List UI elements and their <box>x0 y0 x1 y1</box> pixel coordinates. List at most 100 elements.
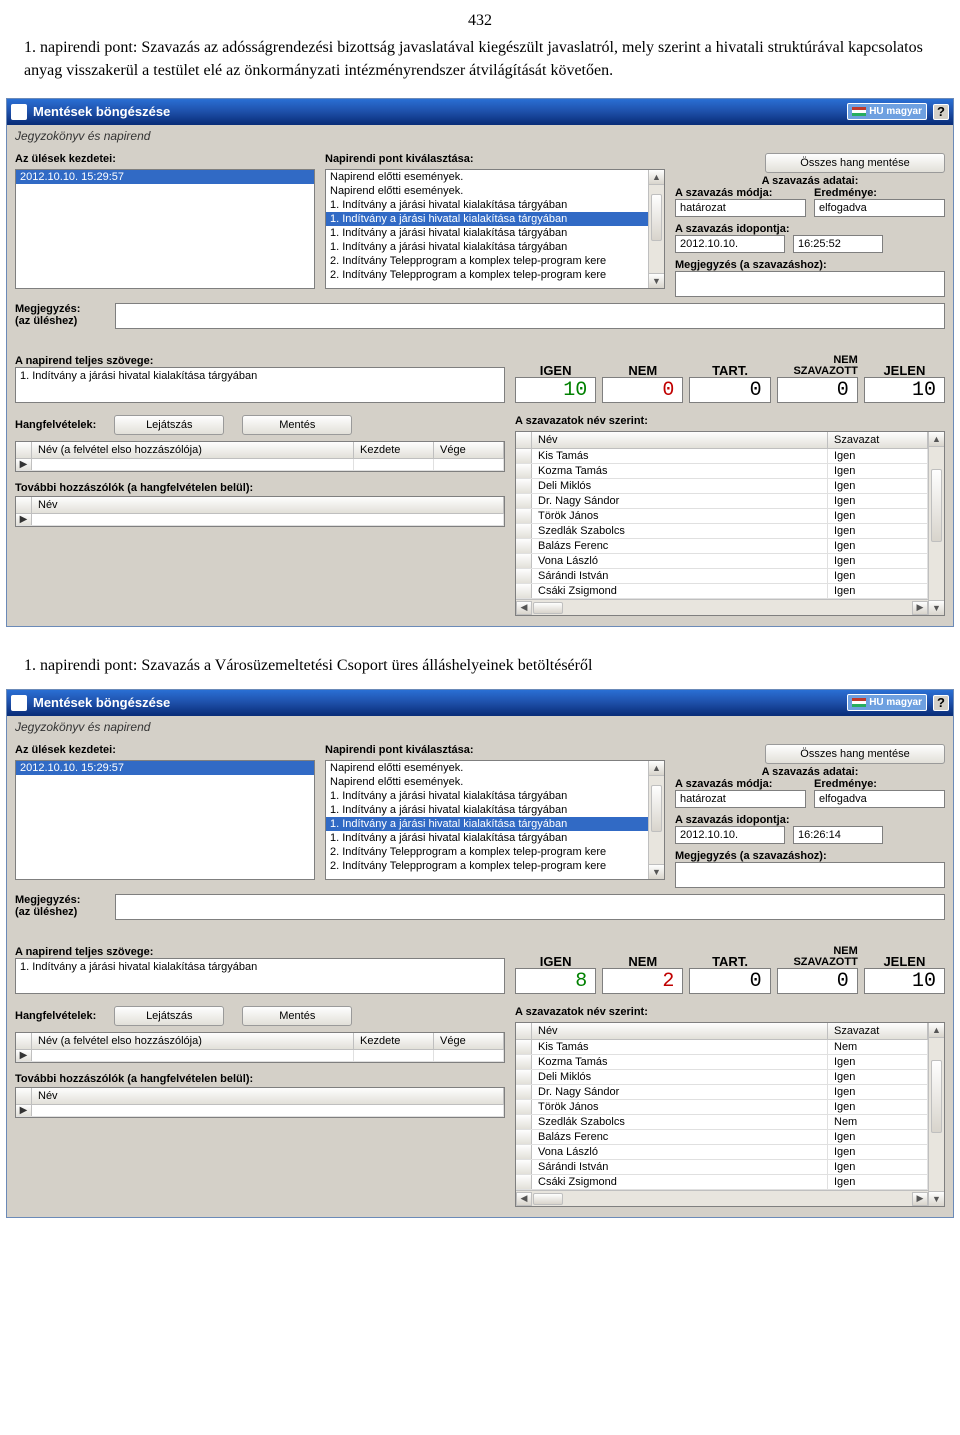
agenda-item[interactable]: 2. Indítvány Telepprogram a komplex tele… <box>326 859 648 873</box>
note-vote-field[interactable] <box>675 862 945 888</box>
full-text-label: A napirend teljes szövege: <box>15 946 505 958</box>
titlebar: Mentések böngészése HU magyar ? <box>7 690 953 716</box>
table-row[interactable]: ▶ <box>16 1105 504 1117</box>
note-vote-field[interactable] <box>675 271 945 297</box>
head-nem: NEM <box>602 347 683 377</box>
table-row[interactable]: Deli MiklósIgen <box>516 1070 928 1085</box>
play-button[interactable]: Lejátszás <box>114 415 224 435</box>
table-row[interactable]: Balázs FerencIgen <box>516 539 928 554</box>
agenda-item[interactable]: 1. Indítvány a járási hivatal kialakítás… <box>326 240 648 254</box>
count-igen: 10 <box>515 377 596 403</box>
votes-hscroll[interactable]: ◀▶ <box>516 1190 928 1206</box>
window-subtitle: Jegyzokönyv és napirend <box>7 716 953 738</box>
table-row[interactable]: Csáki ZsigmondIgen <box>516 1175 928 1190</box>
table-row[interactable]: Kozma TamásIgen <box>516 1055 928 1070</box>
votes-scrollbar[interactable] <box>928 432 944 615</box>
recordings-label: Hangfelvételek: <box>15 1010 96 1022</box>
table-row[interactable]: Török JánosIgen <box>516 1100 928 1115</box>
note-session-field[interactable] <box>115 303 945 329</box>
help-icon[interactable]: ? <box>933 695 949 711</box>
table-row[interactable]: Szedlák SzabolcsIgen <box>516 524 928 539</box>
language-indicator[interactable]: HU magyar <box>847 694 927 711</box>
agenda-item[interactable]: 1. Indítvány a járási hivatal kialakítás… <box>326 212 648 226</box>
count-tart: 0 <box>689 377 770 403</box>
save-all-button[interactable]: Összes hang mentése <box>765 153 945 173</box>
votes-scrollbar[interactable] <box>928 1023 944 1206</box>
recordings-grid[interactable]: Név (a felvétel elso hozzászólója) Kezde… <box>15 441 505 472</box>
save-button[interactable]: Mentés <box>242 1006 352 1026</box>
head-nem: NEM <box>602 938 683 968</box>
table-row[interactable]: Kis TamásNem <box>516 1040 928 1055</box>
table-row[interactable]: Sárándi IstvánIgen <box>516 569 928 584</box>
vote-time-field: 16:26:14 <box>793 826 883 844</box>
page-intro-1: 1. napirendi pont: Szavazás az adósságre… <box>0 36 960 98</box>
table-row[interactable]: Csáki ZsigmondIgen <box>516 584 928 599</box>
votes-grid[interactable]: Név Szavazat Kis TamásNemKozma TamásIgen… <box>515 1022 945 1207</box>
agenda-item[interactable]: Napirend előtti események. <box>326 184 648 198</box>
table-row[interactable]: Kis TamásIgen <box>516 449 928 464</box>
full-text-field[interactable]: 1. Indítvány a járási hivatal kialakítás… <box>15 367 505 403</box>
speakers-col-name: Név <box>32 1088 504 1104</box>
save-all-button[interactable]: Összes hang mentése <box>765 744 945 764</box>
agenda-item[interactable]: 1. Indítvány a járási hivatal kialakítás… <box>326 198 648 212</box>
table-row[interactable]: Vona LászlóIgen <box>516 554 928 569</box>
votes-grid[interactable]: Név Szavazat Kis TamásIgenKozma TamásIge… <box>515 431 945 616</box>
vote-time-label: A szavazás idopontja: <box>675 223 945 235</box>
table-row[interactable]: Sárándi IstvánIgen <box>516 1160 928 1175</box>
app-window-1: Mentések böngészése HU magyar ? Jegyzokö… <box>6 98 954 627</box>
table-row[interactable]: Deli MiklósIgen <box>516 479 928 494</box>
agenda-item[interactable]: 2. Indítvány Telepprogram a komplex tele… <box>326 254 648 268</box>
agenda-item[interactable]: 2. Indítvány Telepprogram a komplex tele… <box>326 845 648 859</box>
agenda-item[interactable]: Napirend előtti események. <box>326 775 648 789</box>
agenda-item[interactable]: 1. Indítvány a járási hivatal kialakítás… <box>326 803 648 817</box>
note-session-field[interactable] <box>115 894 945 920</box>
agenda-item[interactable]: 1. Indítvány a járási hivatal kialakítás… <box>326 831 648 845</box>
play-button[interactable]: Lejátszás <box>114 1006 224 1026</box>
table-row[interactable]: Dr. Nagy SándorIgen <box>516 494 928 509</box>
rec-col-end: Vége <box>434 1033 504 1049</box>
count-nem: 2 <box>602 968 683 994</box>
table-row[interactable]: Vona LászlóIgen <box>516 1145 928 1160</box>
table-row[interactable]: ▶ <box>16 514 504 526</box>
table-row[interactable]: Balázs FerencIgen <box>516 1130 928 1145</box>
count-igen: 8 <box>515 968 596 994</box>
table-row[interactable]: ▶ <box>16 459 504 471</box>
language-label: HU magyar <box>869 697 922 708</box>
table-row[interactable]: Szedlák SzabolcsNem <box>516 1115 928 1130</box>
sessions-listbox[interactable]: 2012.10.10. 15:29:57 <box>15 760 315 880</box>
full-text-field[interactable]: 1. Indítvány a járási hivatal kialakítás… <box>15 958 505 994</box>
agenda-item[interactable]: 1. Indítvány a járási hivatal kialakítás… <box>326 817 648 831</box>
window-title: Mentések böngészése <box>33 695 170 710</box>
count-jelen: 10 <box>864 968 945 994</box>
agenda-item[interactable]: 1. Indítvány a járási hivatal kialakítás… <box>326 789 648 803</box>
agenda-listbox[interactable]: Napirend előtti események.Napirend előtt… <box>325 760 665 880</box>
table-row[interactable]: Dr. Nagy SándorIgen <box>516 1085 928 1100</box>
table-row[interactable]: Kozma TamásIgen <box>516 464 928 479</box>
save-button[interactable]: Mentés <box>242 415 352 435</box>
head-tart: TART. <box>689 347 770 377</box>
flag-icon <box>852 107 866 116</box>
speakers-grid[interactable]: Név ▶ <box>15 496 505 527</box>
vote-time-field: 16:25:52 <box>793 235 883 253</box>
note-vote-label: Megjegyzés (a szavazáshoz): <box>675 850 945 862</box>
agenda-item[interactable]: 1. Indítvány a járási hivatal kialakítás… <box>326 226 648 240</box>
agenda-item[interactable]: 2. Indítvány Telepprogram a komplex tele… <box>326 268 648 282</box>
votes-hscroll[interactable]: ◀▶ <box>516 599 928 615</box>
votes-col-vote: Szavazat <box>828 1023 928 1039</box>
table-row[interactable]: ▶ <box>16 1050 504 1062</box>
more-speakers-label: További hozzászólók (a hangfelvételen be… <box>15 1073 505 1085</box>
more-speakers-label: További hozzászólók (a hangfelvételen be… <box>15 482 505 494</box>
agenda-item[interactable]: Napirend előtti események. <box>326 170 648 184</box>
session-item[interactable]: 2012.10.10. 15:29:57 <box>16 170 314 184</box>
by-name-label: A szavazatok név szerint: <box>515 1006 945 1018</box>
vote-date-field: 2012.10.10. <box>675 235 785 253</box>
agenda-item[interactable]: Napirend előtti események. <box>326 761 648 775</box>
table-row[interactable]: Török JánosIgen <box>516 509 928 524</box>
language-indicator[interactable]: HU magyar <box>847 103 927 120</box>
session-item[interactable]: 2012.10.10. 15:29:57 <box>16 761 314 775</box>
recordings-grid[interactable]: Név (a felvétel elso hozzászólója) Kezde… <box>15 1032 505 1063</box>
speakers-grid[interactable]: Név ▶ <box>15 1087 505 1118</box>
agenda-listbox[interactable]: Napirend előtti események.Napirend előtt… <box>325 169 665 289</box>
sessions-listbox[interactable]: 2012.10.10. 15:29:57 <box>15 169 315 289</box>
help-icon[interactable]: ? <box>933 104 949 120</box>
